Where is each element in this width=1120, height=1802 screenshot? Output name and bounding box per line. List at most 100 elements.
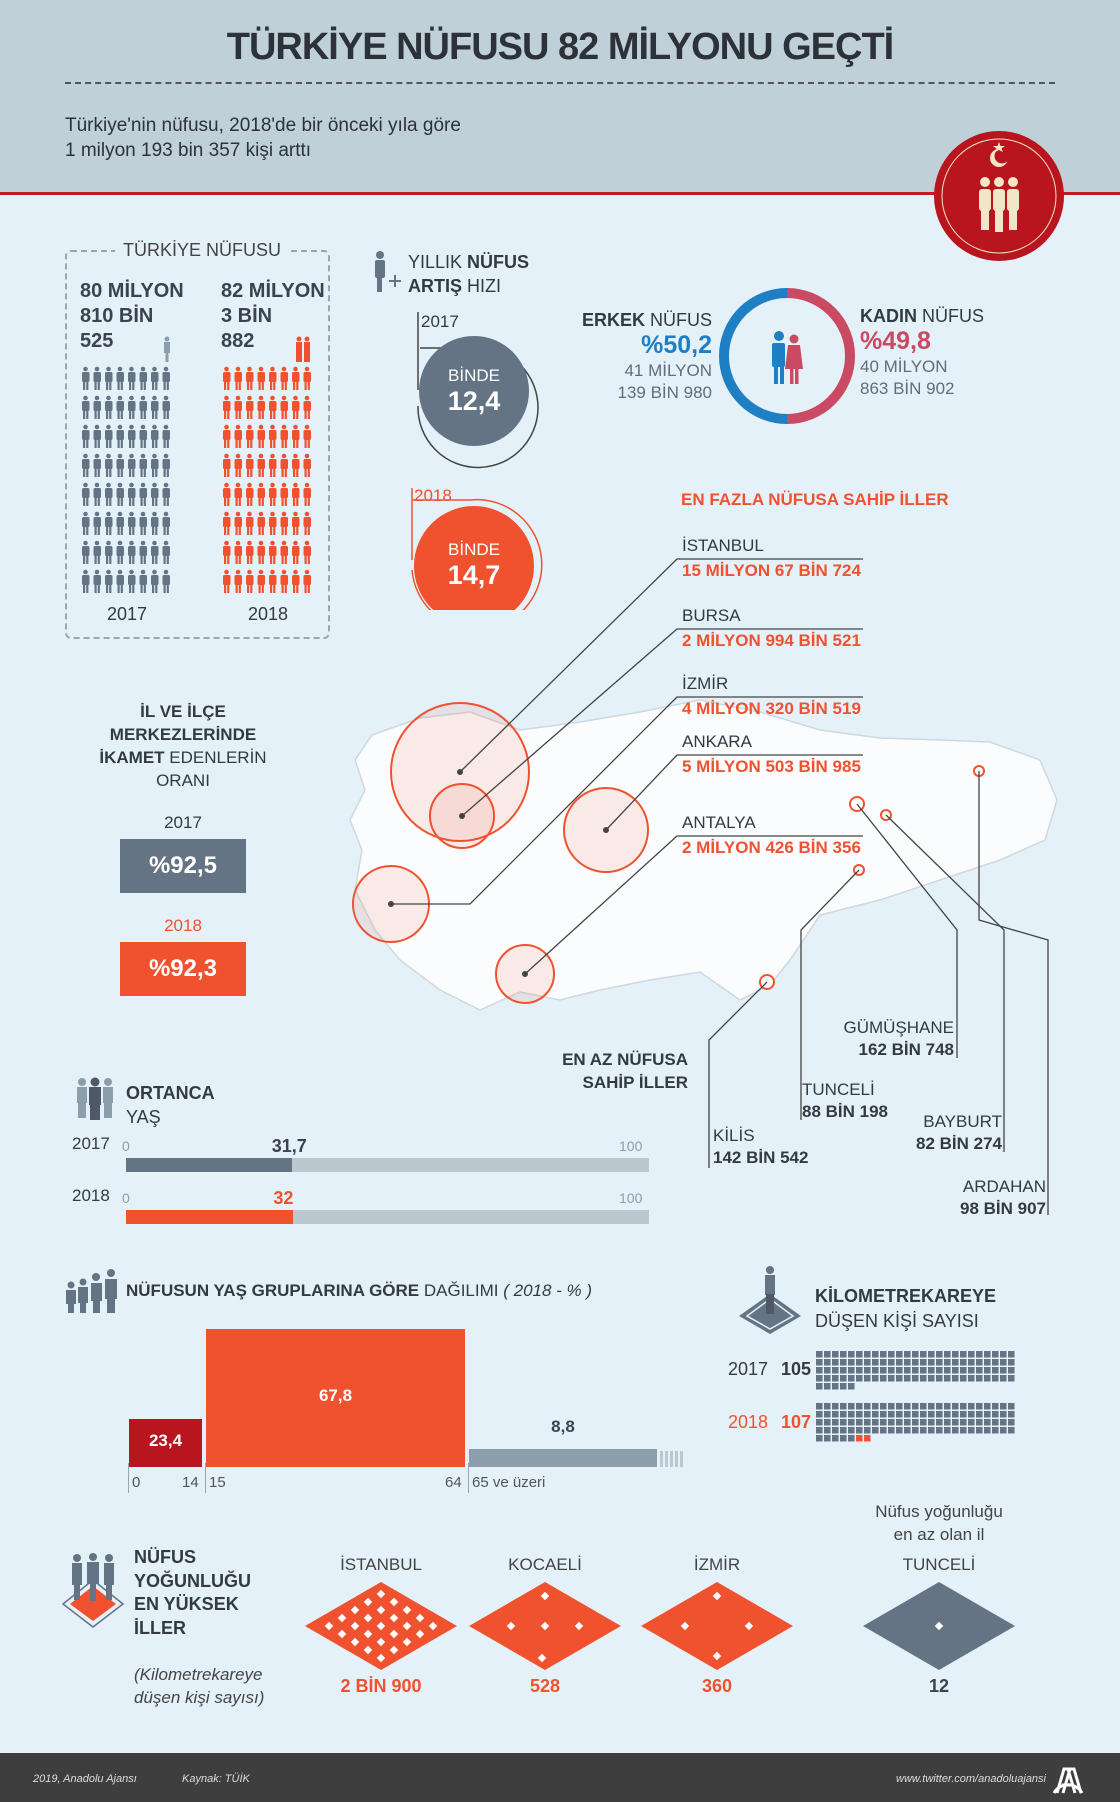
age-bar-hatch bbox=[675, 1451, 678, 1467]
km2-square bbox=[888, 1411, 895, 1418]
km2-square bbox=[864, 1359, 871, 1366]
km2-square bbox=[856, 1411, 863, 1418]
people-group-icon bbox=[77, 1077, 113, 1120]
km2-square bbox=[984, 1403, 991, 1410]
km2-square bbox=[856, 1375, 863, 1382]
km2-square bbox=[960, 1375, 967, 1382]
km2-square bbox=[904, 1411, 911, 1418]
km2-square bbox=[840, 1359, 847, 1366]
km2-square bbox=[872, 1367, 879, 1374]
km2-square bbox=[824, 1435, 831, 1442]
age-from: 15 bbox=[209, 1474, 226, 1491]
km2-square bbox=[912, 1411, 919, 1418]
city-value: 98 BİN 907 bbox=[960, 1199, 1046, 1218]
km2-square bbox=[840, 1383, 847, 1390]
km2-square bbox=[912, 1427, 919, 1434]
leader-lines bbox=[391, 558, 1049, 1215]
t: SAHİP İLLER bbox=[582, 1073, 688, 1092]
density-city-name: TUNCELİ bbox=[902, 1555, 976, 1574]
density-city-name: İZMİR bbox=[693, 1555, 741, 1574]
km2-square bbox=[1000, 1351, 1007, 1358]
age-bar bbox=[129, 1419, 202, 1467]
km2-square bbox=[960, 1427, 967, 1434]
median-age-title: ORTANCA YAŞ bbox=[126, 1081, 215, 1129]
km2-square bbox=[864, 1403, 871, 1410]
km2-square bbox=[816, 1351, 823, 1358]
km2-square bbox=[976, 1427, 983, 1434]
km2-square bbox=[976, 1367, 983, 1374]
pop-line: 82 MİLYON bbox=[221, 280, 325, 302]
axis-max: 100 bbox=[619, 1138, 643, 1154]
density-city-value: 12 bbox=[928, 1676, 950, 1696]
km2-square bbox=[816, 1367, 823, 1374]
km2-square bbox=[904, 1403, 911, 1410]
population-title: TÜRKİYE NÜFUSU bbox=[115, 240, 290, 261]
t: KADIN bbox=[860, 306, 917, 326]
km2-square bbox=[832, 1427, 839, 1434]
km2-square bbox=[840, 1403, 847, 1410]
km2-square bbox=[864, 1375, 871, 1382]
km2-square bbox=[944, 1427, 951, 1434]
page-title: TÜRKİYE NÜFUSU 82 MİLYONU GEÇTİ bbox=[226, 26, 894, 68]
age-bar-value: 8,8 bbox=[551, 1417, 575, 1437]
km2-square bbox=[880, 1403, 887, 1410]
t: DÜŞEN KİŞİ SAYISI bbox=[815, 1311, 979, 1331]
age-bar-hatch bbox=[665, 1451, 668, 1467]
t: YOĞUNLUĞU bbox=[134, 1570, 251, 1591]
km2-square bbox=[976, 1411, 983, 1418]
km2-square bbox=[968, 1419, 975, 1426]
km2-square bbox=[1008, 1351, 1015, 1358]
km2-square bbox=[992, 1403, 999, 1410]
km2-square bbox=[864, 1351, 871, 1358]
km2-square bbox=[992, 1427, 999, 1434]
km2-square bbox=[1000, 1427, 1007, 1434]
km2-square bbox=[904, 1375, 911, 1382]
city-value: 88 BİN 198 bbox=[802, 1102, 888, 1121]
km2-square bbox=[968, 1359, 975, 1366]
km2-square bbox=[976, 1351, 983, 1358]
km2-square bbox=[824, 1419, 831, 1426]
km2-2018-value: 107 bbox=[781, 1412, 812, 1432]
km2-square bbox=[984, 1411, 991, 1418]
km2-square bbox=[816, 1383, 823, 1390]
km2-square bbox=[1008, 1419, 1015, 1426]
km2-square bbox=[824, 1427, 831, 1434]
km2-square bbox=[936, 1427, 943, 1434]
urban-2018-year: 2018 bbox=[164, 916, 202, 935]
subtitle-line: 1 milyon 193 bin 357 kişi arttı bbox=[65, 140, 312, 161]
km2-square bbox=[976, 1403, 983, 1410]
km2-square bbox=[896, 1367, 903, 1374]
t: düşen kişi sayısı) bbox=[134, 1688, 265, 1707]
unit: BİNDE bbox=[448, 540, 500, 559]
t: İKAMET bbox=[99, 748, 165, 767]
twitter-link[interactable]: www.twitter.com/anadoluajansi bbox=[896, 1773, 1046, 1785]
km2-square bbox=[864, 1367, 871, 1374]
km2-square bbox=[912, 1367, 919, 1374]
city-value: 15 MİLYON 67 BİN 724 bbox=[682, 561, 861, 580]
km2-square bbox=[976, 1359, 983, 1366]
person-icon bbox=[164, 336, 170, 362]
km2-square bbox=[856, 1427, 863, 1434]
km2-square bbox=[848, 1411, 855, 1418]
km2-square bbox=[848, 1375, 855, 1382]
female-icon bbox=[785, 334, 803, 384]
subtitle-line: Türkiye'nin nüfusu, 2018'de bir önceki y… bbox=[65, 115, 461, 136]
city-label-ankara: ANKARA 5 MİLYON 503 BİN 985 bbox=[682, 731, 861, 777]
t: NÜFUS bbox=[134, 1547, 196, 1567]
km2-square bbox=[1000, 1367, 1007, 1374]
km2-square bbox=[832, 1383, 839, 1390]
km2-square bbox=[832, 1435, 839, 1442]
km2-square bbox=[880, 1411, 887, 1418]
km2-square bbox=[960, 1419, 967, 1426]
city-label-istanbul: İSTANBUL 15 MİLYON 67 BİN 724 bbox=[682, 535, 861, 581]
km2-square bbox=[832, 1411, 839, 1418]
km2-square bbox=[1008, 1427, 1015, 1434]
density-diamond bbox=[305, 1582, 457, 1670]
value: 14,7 bbox=[447, 560, 501, 590]
diamond-dot bbox=[376, 1653, 386, 1663]
km2-square bbox=[864, 1427, 871, 1434]
km2-square bbox=[1008, 1359, 1015, 1366]
pop-line: 80 MİLYON bbox=[80, 280, 184, 302]
km2-square bbox=[1008, 1403, 1015, 1410]
turkey-map bbox=[349, 558, 1058, 1215]
